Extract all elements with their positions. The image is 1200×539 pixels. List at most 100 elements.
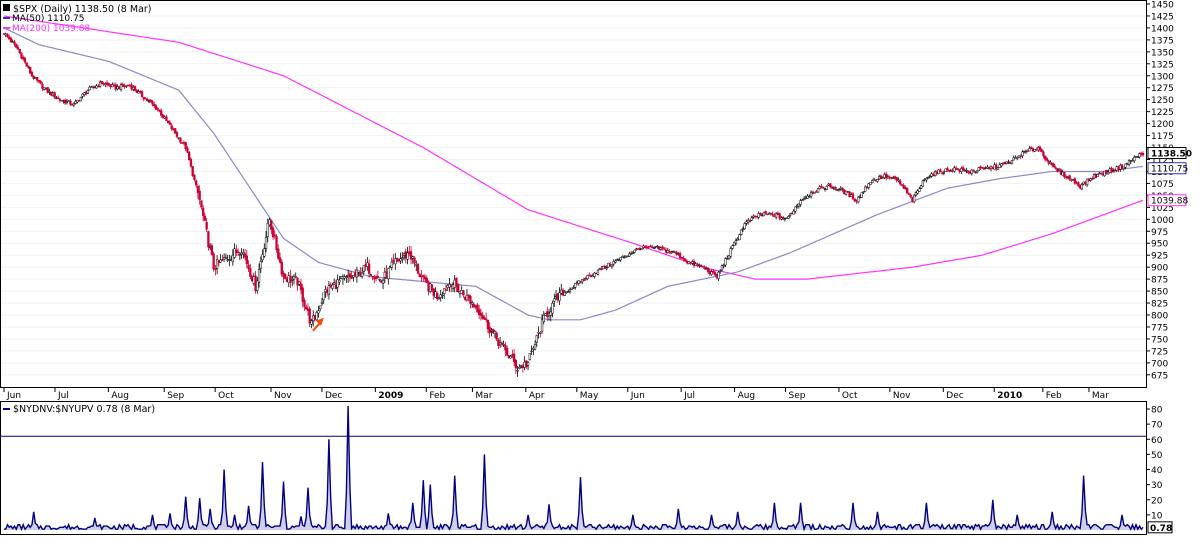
candle-body: [188, 151, 191, 161]
candle-body: [179, 137, 182, 143]
candle-body: [505, 347, 509, 356]
candle-body: [919, 185, 923, 189]
candle-body: [684, 258, 687, 262]
candle-body: [822, 186, 825, 189]
candle-body: [100, 80, 103, 85]
candle-body: [231, 254, 234, 263]
price-tick-label: 1025: [1151, 204, 1174, 214]
price-tick-label: 675: [1151, 371, 1168, 381]
x-tick-label: Jun: [630, 391, 645, 401]
candle-body: [65, 101, 69, 103]
price-tick-label: 1275: [1151, 84, 1174, 94]
price-tick-label: 825: [1151, 300, 1168, 310]
candle-body: [245, 255, 248, 265]
price-title: $SPX (Daily) 1138.50 (8 Mar): [13, 4, 152, 15]
candle-body: [1112, 170, 1115, 172]
indicator-layer: [1, 405, 1146, 532]
candle-body: [848, 191, 851, 198]
candle-body: [1136, 156, 1139, 158]
indicator-tick-label: 80: [1151, 406, 1163, 416]
candle-body: [729, 248, 732, 257]
candle-body: [416, 263, 420, 274]
candle-body: [184, 142, 187, 150]
candle-body: [542, 315, 545, 323]
candle-body: [360, 272, 364, 277]
candle-body: [750, 217, 753, 221]
candle-body: [168, 122, 172, 125]
candle-body: [1045, 158, 1049, 161]
candle-body: [939, 169, 942, 173]
candle-body: [86, 90, 90, 94]
candle-body: [748, 220, 752, 222]
candle-body: [692, 260, 696, 266]
candle-body: [367, 263, 371, 274]
candle-body: [457, 284, 460, 293]
candle-body: [933, 171, 937, 176]
candle-body: [703, 266, 706, 270]
candle-body: [909, 194, 912, 197]
candle-body: [778, 213, 781, 219]
price-tick-label: 1375: [1151, 36, 1174, 46]
candle-body: [509, 356, 512, 359]
ma50-value-label: 1110.75: [1151, 165, 1188, 175]
candle-body: [834, 186, 837, 190]
candle-body: [1000, 163, 1003, 167]
candle-body: [308, 308, 311, 324]
x-tick-label: 2010: [997, 391, 1022, 401]
ma200-value-tag: [1147, 194, 1187, 207]
candle-body: [247, 264, 250, 270]
candle-body: [656, 245, 659, 248]
candle-body: [315, 312, 318, 321]
candle-body: [942, 172, 945, 174]
candle-body: [189, 158, 193, 167]
candle-body: [338, 279, 341, 283]
candle-body: [563, 292, 566, 296]
candle-body: [1091, 178, 1094, 180]
candle-body: [15, 43, 18, 48]
candle-body: [381, 279, 385, 284]
candle-body: [956, 168, 959, 170]
price-tick-label: 850: [1151, 288, 1168, 298]
indicator-axis: 10 20 30 40 50 60 70 80: [1146, 406, 1163, 521]
candle-body: [1073, 178, 1077, 184]
candle-body: [331, 284, 334, 289]
candle-body: [628, 253, 631, 257]
x-tick-label: Dec: [325, 391, 342, 401]
candle-body: [633, 249, 636, 253]
candle-body: [953, 167, 956, 172]
ma50-layer: [3, 27, 1144, 321]
candle-body: [619, 257, 622, 261]
candle-body: [727, 254, 731, 259]
candle-body: [982, 168, 986, 170]
candle-body: [376, 275, 379, 278]
price-tick-label: 1300: [1151, 72, 1174, 82]
candle-body: [261, 254, 264, 261]
candle-body: [488, 326, 491, 334]
candle-body: [409, 251, 413, 260]
candle-body: [781, 216, 785, 219]
candle-body: [913, 194, 916, 203]
candle-body: [972, 169, 975, 172]
candle-body: [981, 167, 984, 169]
candle-body: [144, 98, 147, 100]
candle-body: [1110, 168, 1113, 173]
candle-body: [921, 180, 925, 187]
ma200-layer: [3, 15, 1144, 280]
candle-body: [1021, 151, 1024, 156]
price-tick-label: 1350: [1151, 48, 1174, 58]
candle-body: [305, 306, 308, 310]
ma50-value-tag: [1147, 162, 1187, 175]
indicator-title: $NYDNV:$NYUPV 0.78 (8 Mar): [13, 404, 155, 415]
price-tick-label: 1425: [1151, 12, 1174, 22]
candle-body: [965, 169, 968, 172]
candle-body: [1044, 155, 1047, 160]
candle-body: [995, 164, 998, 169]
candle-body: [299, 283, 303, 291]
candle-body: [387, 268, 390, 280]
candle-body: [425, 277, 428, 283]
candle-body: [195, 180, 198, 186]
x-tick-label: Nov: [893, 391, 911, 401]
x-tick-label: Jun: [6, 391, 21, 401]
candle-body: [481, 314, 484, 319]
